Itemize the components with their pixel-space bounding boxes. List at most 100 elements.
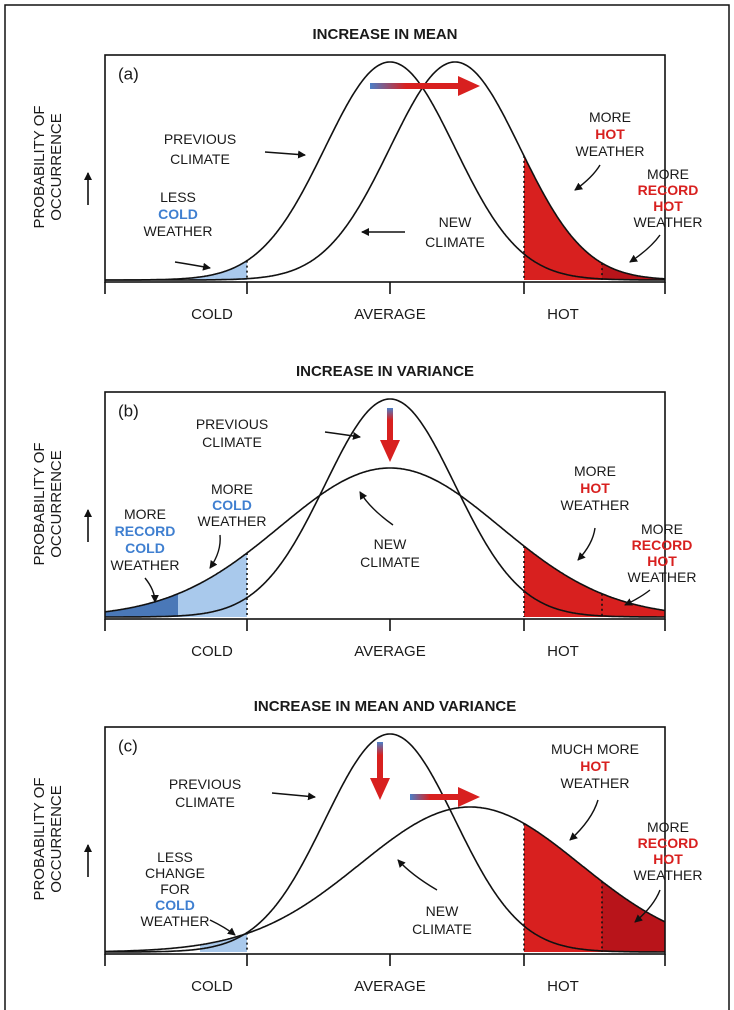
pointer-arrow: [174, 261, 211, 271]
pointer-arrow: [271, 792, 316, 801]
pointer-arrow: [577, 527, 596, 561]
y-axis-label: PROBABILITY OFOCCURRENCE: [31, 442, 65, 565]
pointer-arrow: [569, 799, 599, 841]
x-label: COLD: [191, 306, 233, 323]
pointer-arrow: [209, 534, 221, 569]
annotation-line: FOR: [160, 881, 190, 897]
annotation-line: COLD: [125, 540, 165, 556]
annotation-line: MORE: [589, 109, 631, 125]
pointer-arrow: [629, 234, 661, 263]
panel-title: INCREASE IN MEAN: [312, 26, 457, 43]
previous-climate-label: PREVIOUS CLIMATE: [196, 416, 268, 450]
new-curve: [104, 467, 666, 613]
plot-box: [104, 391, 666, 620]
x-label: HOT: [547, 306, 579, 323]
panel-title: INCREASE IN VARIANCE: [296, 363, 474, 380]
pointer-arrow: [574, 164, 601, 191]
annotation-line: WEATHER: [141, 913, 210, 929]
previous-climate-label: PREVIOUS CLIMATE: [164, 131, 236, 167]
hot-shading: [602, 263, 665, 280]
pointer-arrow: [634, 889, 661, 923]
frame: [4, 4, 730, 1010]
annotation-line: RECORD: [638, 835, 699, 851]
annotation: MORE RECORD HOT WEATHER: [634, 819, 703, 883]
annotation: LESS CHANGE FOR COLD WEATHER: [141, 849, 210, 929]
previous-climate-label-line: PREVIOUS: [196, 416, 268, 432]
y-axis-label-line: PROBABILITY OF: [31, 105, 48, 228]
annotation-line: HOT: [647, 553, 677, 569]
y-axis-label-line: PROBABILITY OF: [31, 777, 48, 900]
annotation-line: MORE: [641, 521, 683, 537]
x-label: HOT: [547, 643, 579, 660]
annotation-line: LESS: [160, 189, 196, 205]
pointer-arrow: [144, 577, 159, 603]
cold-shading: [105, 593, 178, 617]
annotation-line: WEATHER: [561, 775, 630, 791]
annotation-line: HOT: [580, 758, 610, 774]
annotation-line: COLD: [212, 497, 252, 513]
y-axis-label-line: OCCURRENCE: [48, 785, 65, 893]
annotation: MORE HOT WEATHER: [576, 109, 645, 159]
cold-shading: [178, 553, 247, 617]
new-climate-label: NEW CLIMATE: [412, 903, 472, 937]
y-axis-label: PROBABILITY OFOCCURRENCE: [31, 777, 65, 900]
previous-curve: [105, 398, 665, 618]
new-curve: [105, 61, 665, 281]
panel: INCREASE IN MEAN (a) COLD AVERAGE HOT PROBABI…: [31, 26, 703, 323]
previous-climate-label-line: PREVIOUS: [169, 776, 241, 792]
annotation: MORE HOT WEATHER: [561, 463, 630, 513]
annotation-line: MORE: [211, 481, 253, 497]
annotation-line: COLD: [155, 897, 195, 913]
annotation: MORE RECORD HOT WEATHER: [628, 521, 697, 585]
new-climate-label: NEW CLIMATE: [425, 214, 485, 250]
pointer-arrow: [324, 431, 361, 440]
annotation-line: WEATHER: [144, 223, 213, 239]
annotation-line: RECORD: [632, 537, 693, 553]
plot-box: [104, 54, 666, 283]
pointer-arrow: [624, 589, 651, 606]
annotation-line: WEATHER: [576, 143, 645, 159]
spread-arrow-head: [370, 778, 390, 800]
cold-shading: [190, 260, 247, 280]
previous-climate-label: PREVIOUS CLIMATE: [169, 776, 241, 810]
annotation-line: WEATHER: [634, 867, 703, 883]
y-axis-label: PROBABILITY OFOCCURRENCE: [31, 105, 65, 228]
annotation-line: CHANGE: [145, 865, 205, 881]
y-axis-label-line: OCCURRENCE: [48, 450, 65, 558]
previous-climate-label-line: PREVIOUS: [164, 131, 236, 147]
spread-arrow-head: [380, 440, 400, 462]
annotation-line: HOT: [653, 198, 683, 214]
shift-arrow-head: [458, 76, 480, 96]
annotation-line: LESS: [157, 849, 193, 865]
shift-arrow-shaft: [410, 794, 460, 800]
previous-climate-label-line: CLIMATE: [170, 151, 230, 167]
annotation-line: MUCH MORE: [551, 741, 639, 757]
annotation: LESS COLD WEATHER: [144, 189, 213, 239]
pointer-arrow: [397, 859, 438, 891]
y-axis-label-line: PROBABILITY OF: [31, 442, 48, 565]
pointer-arrow: [264, 150, 306, 159]
x-label: HOT: [547, 978, 579, 995]
previous-climate-label-line: CLIMATE: [202, 434, 262, 450]
x-label: AVERAGE: [354, 306, 425, 323]
annotation-line: MORE: [574, 463, 616, 479]
new-climate-label-line: CLIMATE: [425, 234, 485, 250]
annotation-line: HOT: [653, 851, 683, 867]
new-curve: [105, 806, 666, 953]
annotation-line: HOT: [580, 480, 610, 496]
pointer-arrow: [209, 919, 236, 936]
pointer-arrow: [359, 491, 394, 526]
annotation: MORE RECORD COLD WEATHER: [111, 506, 180, 573]
new-climate-label-line: NEW: [426, 903, 459, 919]
annotation-line: WEATHER: [198, 513, 267, 529]
plot-box: [104, 726, 666, 955]
annotation-line: COLD: [158, 206, 198, 222]
new-climate-label-line: NEW: [374, 536, 407, 552]
new-climate-label-line: CLIMATE: [412, 921, 472, 937]
annotation-line: HOT: [595, 126, 625, 142]
annotation-line: WEATHER: [628, 569, 697, 585]
hot-shading: [524, 823, 602, 952]
new-climate-label: NEW CLIMATE: [360, 536, 420, 570]
shift-arrow-head: [458, 787, 480, 807]
new-climate-label-line: NEW: [439, 214, 472, 230]
